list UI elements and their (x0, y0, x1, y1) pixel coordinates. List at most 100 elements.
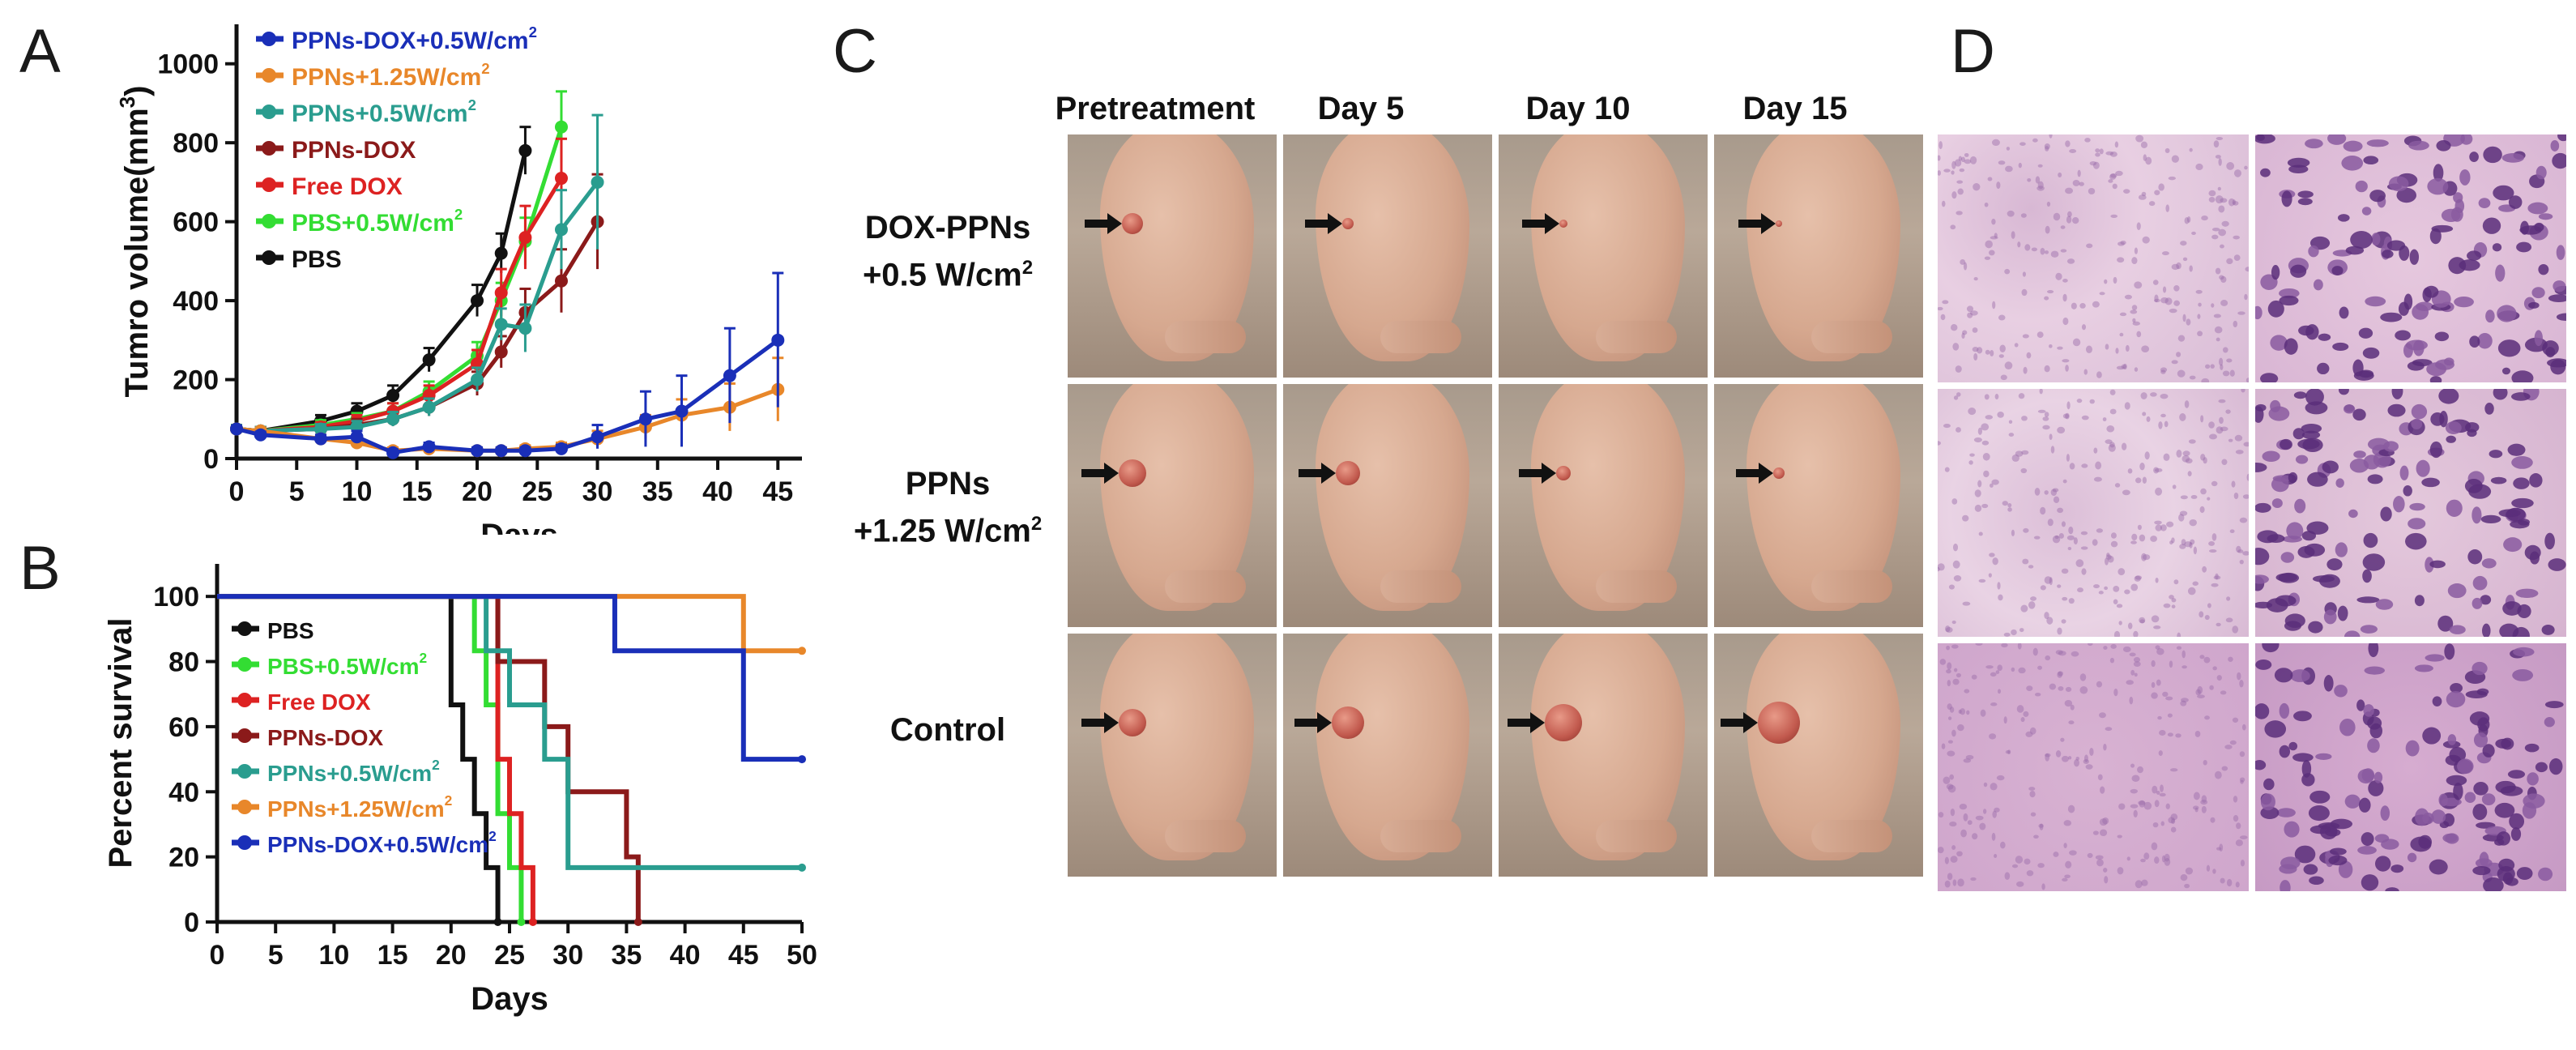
tumor (1758, 702, 1800, 744)
cell-nucleus (2343, 404, 2356, 414)
cell-nucleus (2143, 801, 2152, 810)
cell-nucleus (2055, 650, 2063, 655)
cell-nucleus (2457, 758, 2474, 775)
cell-nucleus (2063, 843, 2067, 848)
series-pbs-0-5w-cm2-line (236, 126, 564, 433)
cell-nucleus (2495, 264, 2506, 282)
cell-nucleus (2081, 568, 2087, 575)
cell-nucleus (2185, 867, 2194, 875)
cell-nucleus (2014, 343, 2019, 348)
cell-nucleus (2197, 685, 2203, 694)
cell-nucleus (2140, 858, 2146, 863)
cell-nucleus (2065, 412, 2070, 420)
cell-nucleus (2049, 433, 2053, 441)
cell-nucleus (2219, 843, 2224, 852)
cell-nucleus (2038, 823, 2044, 828)
cell-nucleus (2352, 408, 2366, 421)
mouse-leg (1811, 570, 1892, 603)
cell-nucleus (2037, 164, 2043, 168)
cell-nucleus (2133, 656, 2141, 663)
series-pbs-0-5w-cm2-point (554, 120, 568, 134)
cell-nucleus (2233, 235, 2240, 240)
legend-a-2-label: PPNs+0.5W/cm (292, 100, 468, 127)
cell-nucleus (2139, 534, 2146, 542)
cell-nucleus (2154, 190, 2160, 196)
cell-nucleus (2020, 213, 2027, 218)
cell-nucleus (2171, 360, 2178, 365)
cell-nucleus (2210, 817, 2216, 823)
cell-nucleus (2118, 803, 2126, 810)
cell-nucleus (2294, 845, 2316, 864)
y-tick-label: 400 (173, 286, 219, 317)
cell-nucleus (1954, 159, 1962, 167)
cell-nucleus (2341, 156, 2364, 171)
cell-nucleus (2062, 293, 2067, 302)
cell-nucleus (2068, 526, 2074, 535)
cell-nucleus (2176, 352, 2181, 357)
cell-nucleus (2507, 443, 2526, 456)
cell-nucleus (2364, 666, 2385, 675)
cell-nucleus (2109, 657, 2115, 664)
cell-nucleus (1955, 427, 1961, 433)
cell-nucleus (2062, 877, 2068, 881)
cell-nucleus (1972, 327, 1978, 333)
cell-nucleus (1947, 873, 1953, 881)
cell-nucleus (2556, 245, 2565, 260)
cell-nucleus (2187, 587, 2196, 595)
cell-nucleus (2208, 421, 2215, 429)
cell-nucleus (2197, 314, 2201, 319)
cell-nucleus (2030, 596, 2037, 601)
series-ppns-dox-0-5w-cm2-point (771, 333, 785, 347)
cell-nucleus (2049, 134, 2053, 139)
cell-nucleus (2352, 359, 2364, 377)
legend-b-5-text: PPNs+1.25W/cm2 (267, 792, 452, 822)
cell-nucleus (1990, 672, 1997, 677)
cell-nucleus (2344, 630, 2361, 637)
cell-nucleus (2518, 519, 2530, 526)
cell-nucleus (2308, 805, 2330, 822)
cell-nucleus (1991, 218, 1996, 225)
cell-nucleus (2118, 568, 2126, 576)
cell-nucleus (1967, 820, 1973, 826)
x-tick-label: 10 (318, 940, 349, 971)
cell-nucleus (2405, 740, 2420, 757)
cell-nucleus (2105, 439, 2113, 445)
cell-nucleus (2155, 577, 2159, 583)
cell-nucleus (2501, 153, 2525, 163)
cell-nucleus (2037, 665, 2042, 670)
cell-nucleus (2069, 463, 2075, 470)
cell-nucleus (2121, 442, 2127, 450)
cell-nucleus (2255, 462, 2267, 472)
tumor (1556, 466, 1571, 480)
cell-nucleus (2220, 364, 2224, 370)
cell-nucleus (2511, 497, 2534, 509)
cell-nucleus (1968, 460, 1973, 465)
cell-nucleus (2280, 438, 2292, 450)
legend-a-6-marker (262, 250, 276, 265)
cell-nucleus (2030, 812, 2036, 817)
cell-nucleus (2122, 646, 2131, 653)
cell-nucleus (1998, 314, 2006, 321)
cell-nucleus (2195, 163, 2203, 171)
cell-nucleus (1999, 344, 2006, 352)
cell-nucleus (1998, 160, 2006, 165)
cell-nucleus (2246, 473, 2249, 481)
cell-nucleus (2176, 262, 2181, 270)
cell-nucleus (2264, 720, 2287, 738)
mouse-leg (1596, 820, 1677, 852)
cell-nucleus (2480, 595, 2492, 605)
cell-nucleus (2403, 484, 2412, 497)
cell-nucleus (2256, 134, 2265, 141)
cell-nucleus (2410, 836, 2432, 852)
arrow-icon (1305, 213, 1342, 234)
cell-nucleus (2131, 257, 2138, 265)
cell-nucleus (2023, 366, 2028, 374)
series-free-dox-point (494, 286, 508, 300)
cell-nucleus (1951, 160, 1956, 169)
cell-nucleus (2446, 435, 2456, 443)
cell-nucleus (2527, 772, 2539, 786)
cell-nucleus (2244, 165, 2248, 170)
cell-nucleus (2198, 302, 2202, 307)
cell-nucleus (1982, 452, 1990, 461)
cell-nucleus (2210, 364, 2215, 369)
